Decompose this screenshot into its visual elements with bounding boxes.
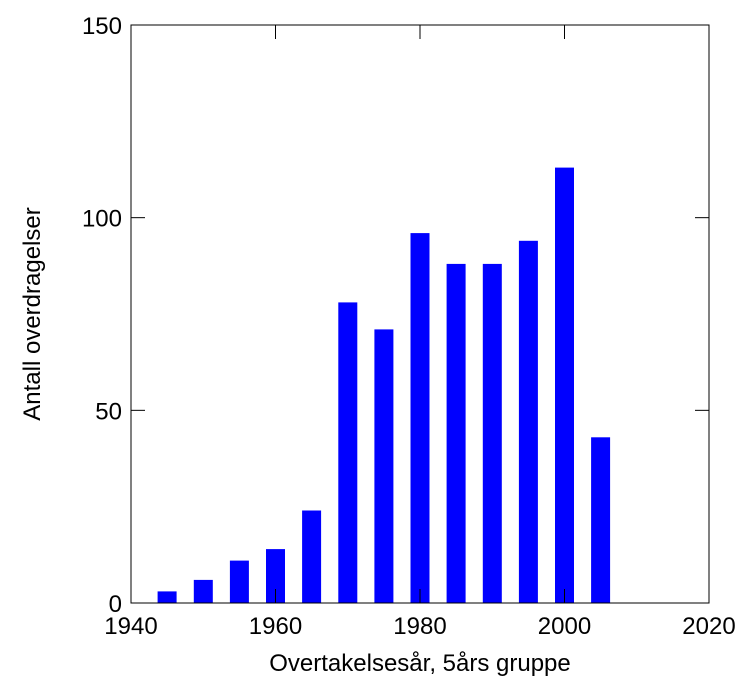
bar-1965 <box>302 510 322 603</box>
x-tick-label: 1940 <box>104 613 157 640</box>
bar-2000 <box>555 167 574 603</box>
y-tick-label: 150 <box>82 13 122 40</box>
bar-1975 <box>374 329 394 603</box>
bar-1980 <box>410 233 430 603</box>
x-tick-label: 2020 <box>682 613 735 640</box>
x-tick-label: 2000 <box>538 613 591 640</box>
tick-labels-group: 1940 1960 1980 2000 2020 0 50 100 150 <box>82 13 736 640</box>
y-axis-title: Antall overdragelser <box>19 207 46 420</box>
bar-1995 <box>518 240 538 604</box>
y-tick-label: 50 <box>95 398 122 425</box>
x-tick-label: 1960 <box>249 613 302 640</box>
ticks-group <box>130 24 710 604</box>
bar-1970 <box>338 302 358 603</box>
bar-2005 <box>591 437 611 603</box>
bar-1945 <box>157 591 177 603</box>
bar-1990 <box>482 263 502 603</box>
bar-1955 <box>229 560 249 603</box>
x-tick-label: 1980 <box>393 613 446 640</box>
y-tick-label: 0 <box>109 591 122 618</box>
bar-1960 <box>266 549 285 603</box>
bar-1985 <box>446 263 466 603</box>
y-tick-label: 100 <box>82 206 122 233</box>
bar-1950 <box>193 579 213 603</box>
bars-group <box>157 167 611 604</box>
x-axis-title: Overtakelsesår, 5års gruppe <box>269 650 571 677</box>
